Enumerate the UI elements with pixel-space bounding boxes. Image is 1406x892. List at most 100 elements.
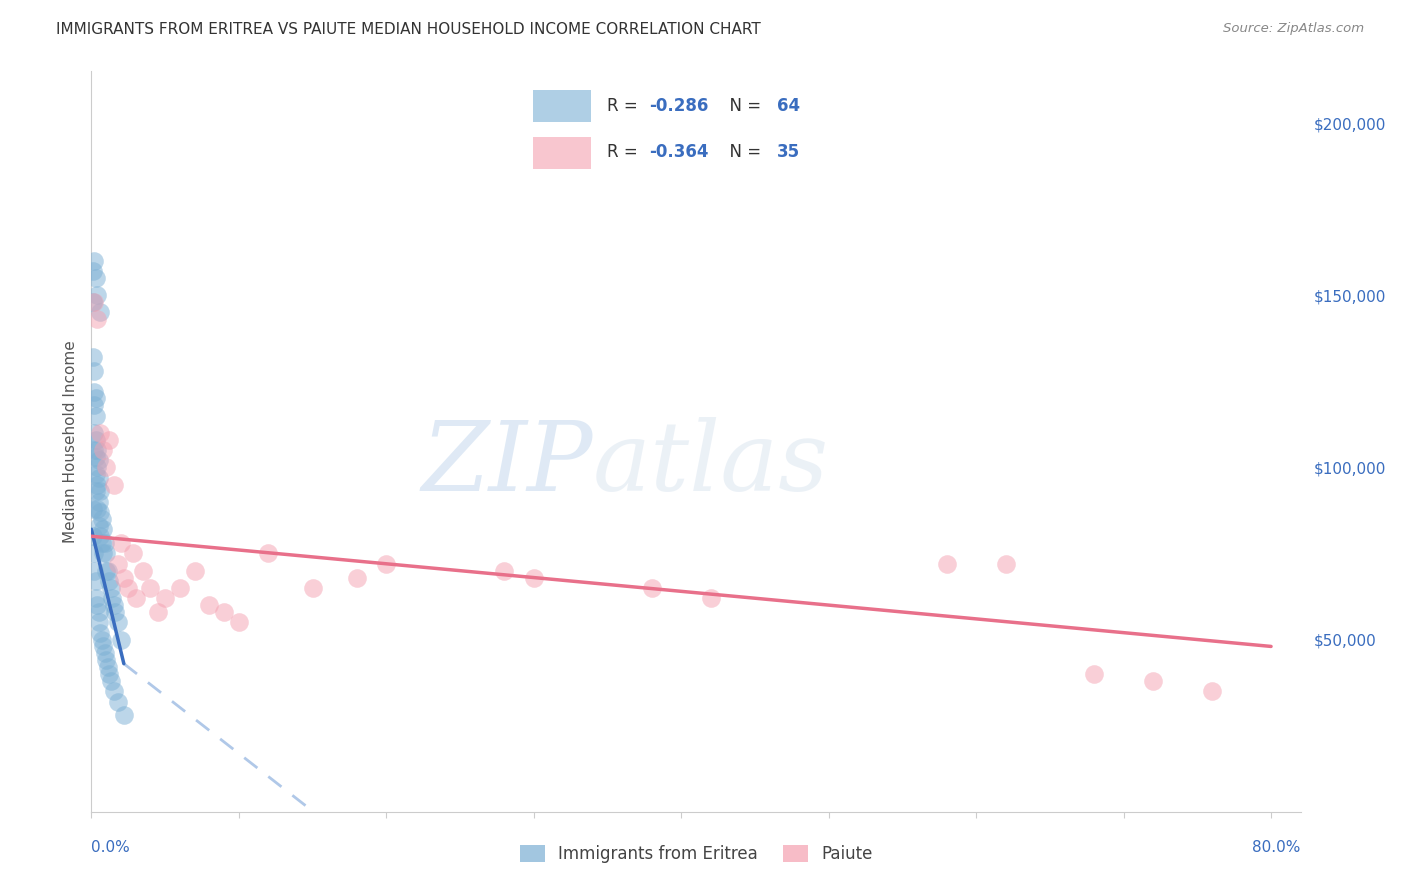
Point (87, 495, 110, 509)
Point (84, 574, 107, 588)
Point (146, 605, 169, 619)
Point (86, 460, 108, 475)
Point (84, 450, 107, 464)
Legend: Immigrants from Eritrea, Paiute: Immigrants from Eritrea, Paiute (513, 838, 879, 870)
Point (89, 484, 111, 499)
Point (89, 625, 111, 640)
Point (346, 570, 368, 584)
Point (86, 443, 108, 458)
Text: 80.0%: 80.0% (1253, 840, 1301, 855)
Point (98, 433, 121, 447)
Point (1083, 667, 1105, 681)
Point (153, 591, 176, 606)
Point (98, 667, 121, 681)
Point (84, 591, 107, 606)
Point (104, 605, 127, 619)
Point (1201, 684, 1223, 698)
Point (87, 519, 110, 533)
Point (94, 653, 117, 667)
Point (97, 564, 120, 578)
Point (87, 605, 110, 619)
Point (103, 477, 125, 491)
Point (98, 574, 121, 588)
Text: Source: ZipAtlas.com: Source: ZipAtlas.com (1223, 22, 1364, 36)
Point (84, 467, 107, 482)
Point (169, 581, 191, 595)
Point (89, 425, 111, 440)
Point (86, 501, 108, 516)
Point (112, 570, 135, 584)
Point (82, 295, 104, 310)
Point (91, 443, 114, 458)
Point (107, 694, 129, 708)
Point (257, 546, 280, 560)
Point (89, 305, 111, 319)
Point (90, 536, 112, 550)
Text: atlas: atlas (593, 417, 830, 511)
Point (84, 392, 107, 406)
Point (91, 546, 114, 560)
Point (83, 564, 105, 578)
Point (110, 536, 132, 550)
Point (83, 546, 105, 560)
Point (87, 615, 110, 630)
Point (89, 505, 111, 519)
Point (84, 409, 107, 423)
Point (91, 640, 114, 654)
Point (82, 264, 104, 278)
Point (132, 564, 155, 578)
Point (83, 364, 105, 378)
Point (84, 484, 107, 499)
Point (375, 557, 398, 571)
Point (94, 564, 117, 578)
Point (935, 557, 957, 571)
Point (86, 288, 108, 302)
Point (100, 581, 122, 595)
Point (83, 398, 105, 412)
Point (103, 684, 125, 698)
Text: ZIP: ZIP (422, 417, 593, 511)
Point (112, 708, 135, 723)
Point (198, 598, 221, 612)
Point (994, 557, 1017, 571)
Point (523, 570, 546, 584)
Point (494, 564, 516, 578)
Point (82, 350, 104, 364)
Y-axis label: Median Household Income: Median Household Income (62, 340, 77, 543)
Point (110, 632, 132, 647)
Point (91, 522, 114, 536)
Text: IMMIGRANTS FROM ERITREA VS PAIUTE MEDIAN HOUSEHOLD INCOME CORRELATION CHART: IMMIGRANTS FROM ERITREA VS PAIUTE MEDIAN… (56, 22, 761, 37)
Text: 0.0%: 0.0% (91, 840, 131, 855)
Point (83, 295, 105, 310)
Point (87, 471, 110, 485)
Point (101, 591, 124, 606)
Point (228, 615, 250, 630)
Point (1142, 673, 1164, 688)
Point (93, 646, 115, 660)
Point (124, 591, 146, 606)
Point (117, 581, 139, 595)
Point (83, 443, 105, 458)
Point (84, 271, 107, 285)
Point (82, 529, 104, 543)
Point (93, 536, 115, 550)
Point (87, 453, 110, 467)
Point (103, 598, 125, 612)
Point (100, 673, 122, 688)
Point (301, 581, 323, 595)
Point (86, 312, 108, 326)
Point (97, 660, 120, 674)
Point (86, 477, 108, 491)
Point (699, 591, 721, 606)
Point (83, 253, 105, 268)
Point (86, 598, 108, 612)
Point (82, 501, 104, 516)
Point (89, 529, 111, 543)
Point (94, 460, 117, 475)
Point (107, 557, 129, 571)
Point (83, 384, 105, 399)
Point (212, 605, 235, 619)
Point (121, 546, 143, 560)
Point (641, 581, 664, 595)
Point (139, 581, 162, 595)
